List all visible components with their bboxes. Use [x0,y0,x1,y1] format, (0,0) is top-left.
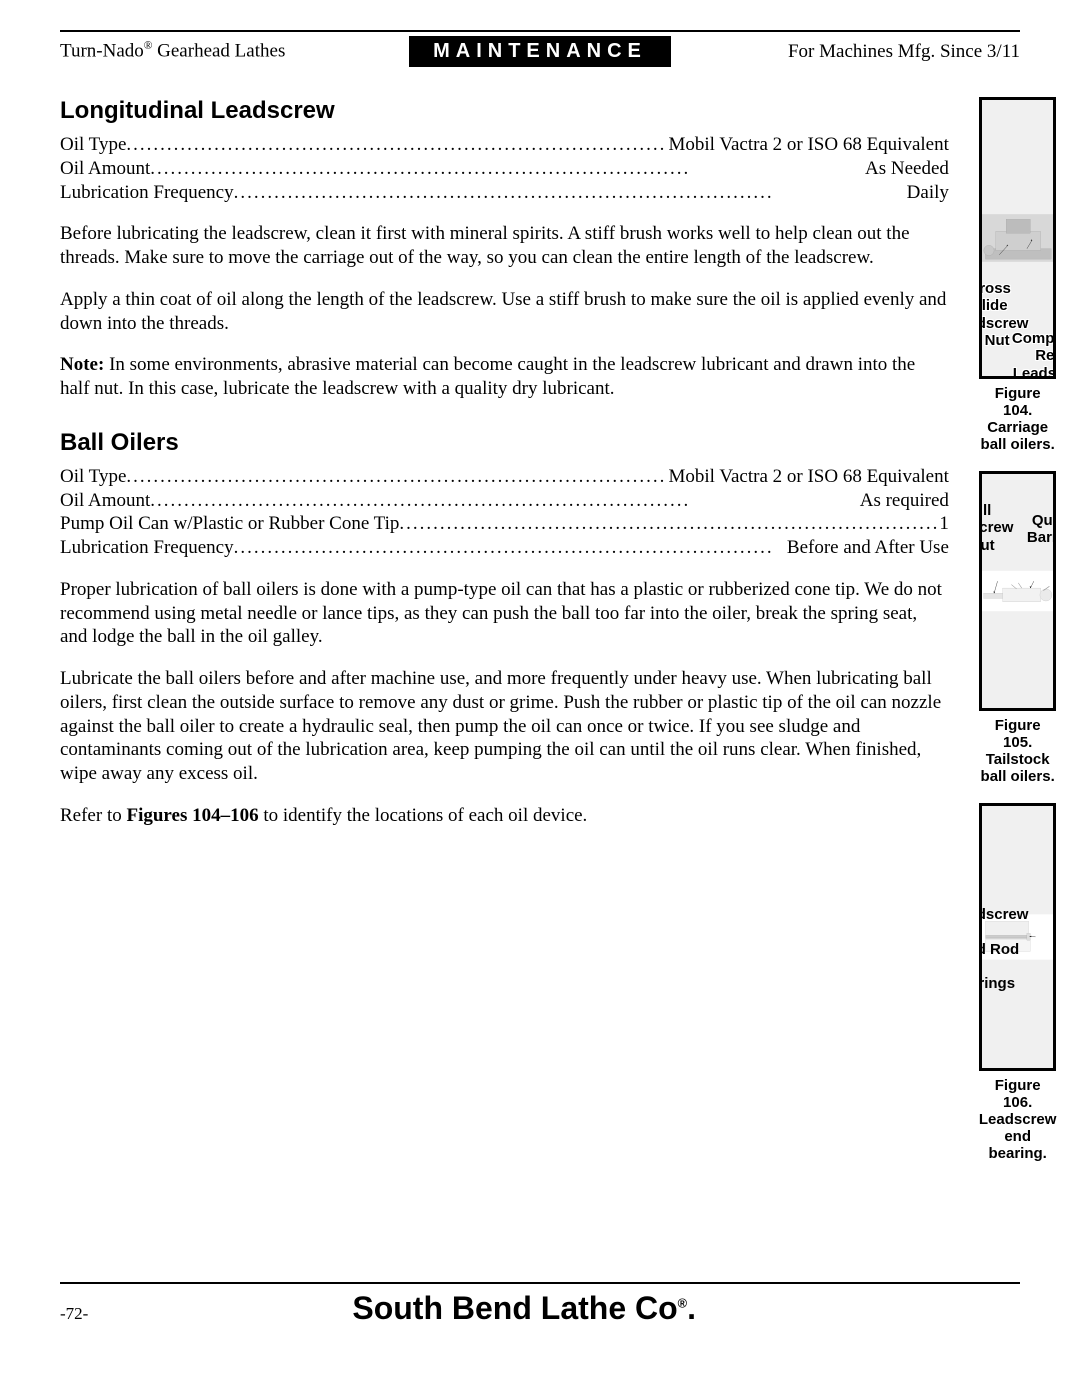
spec-value: 1 [939,512,949,536]
section1-p2: Apply a thin coat of oil along the lengt… [60,288,949,336]
section2-p3: Refer to Figures 104–106 to identify the… [60,804,949,828]
p3-post: to identify the locations of each oil de… [259,805,588,826]
callout-cross-slide: Cross Slide Leadscrew & Nut [979,280,1029,349]
figure-104: Compound Rest Leadscrew & Nut Cross Slid… [979,97,1057,379]
callout-leadscrew-end: Leadscrew & Feed Rod End Bearings [979,906,1029,992]
content-columns: Longitudinal Leadscrew Oil Type Mobil Va… [60,97,1020,1162]
header-rule-top [60,30,1020,32]
spec-label: Oil Type [60,133,126,157]
header-left-post: Gearhead Lathes [152,41,285,62]
callout-line: Cross Slide [979,280,1029,315]
spec-row: Oil Type Mobil Vactra 2 or ISO 68 Equiva… [60,465,949,489]
dot-leader [234,536,787,560]
callout-line: End Bearings [979,958,1029,993]
header-center-label: MAINTENANCE [409,36,671,67]
spec-value: As Needed [865,157,949,181]
figure-105: Quill Barrel Quill Leadscrew & Nut [979,471,1057,711]
callout-line: Leadscrew & [979,906,1029,941]
spec-row: Pump Oil Can w/Plastic or Rubber Cone Ti… [60,512,949,536]
section2-p1: Proper lubrication of ball oilers is don… [60,578,949,649]
section1-p1: Before lubricating the leadscrew, clean … [60,222,949,270]
header-right: For Machines Mfg. Since 3/11 [671,41,1020,63]
section2-p2: Lubricate the ball oilers before and aft… [60,667,949,786]
callout-line: & Nut [979,537,1014,554]
header-left-pre: Turn-Nado [60,41,144,62]
dot-leader [150,157,865,181]
section1-title: Longitudinal Leadscrew [60,97,949,125]
dot-leader [234,181,907,205]
spec-row: Oil Amount As Needed [60,157,949,181]
footer-rule [60,1282,1020,1284]
page-number: -72- [60,1304,88,1324]
figure-106: Leadscrew & Feed Rod End Bearings [979,803,1057,1071]
section1-note: Note: In some environments, abrasive mat… [60,353,949,401]
dot-leader [126,465,668,489]
p3-bold: Figures 104–106 [126,805,258,826]
spec-value: Mobil Vactra 2 or ISO 68 Equivalent [669,465,949,489]
callout-line: Quill Leadscrew [979,502,1014,537]
spec-label: Lubrication Frequency [60,536,234,560]
note-label: Note: [60,354,104,375]
figure-106-caption: Figure 106. Leadscrew end bearing. [979,1077,1057,1162]
section2-title: Ball Oilers [60,429,949,457]
callout-line: Feed Rod [979,941,1029,958]
right-column: Compound Rest Leadscrew & Nut Cross Slid… [979,97,1057,1162]
spec-label: Oil Amount [60,489,150,513]
spec-label: Oil Type [60,465,126,489]
dot-leader [150,489,859,513]
callout-line: Leadscrew & Nut [1012,365,1057,380]
left-column: Longitudinal Leadscrew Oil Type Mobil Va… [60,97,949,1162]
spec-row: Oil Type Mobil Vactra 2 or ISO 68 Equiva… [60,133,949,157]
spec-row: Lubrication Frequency Before and After Us… [60,536,949,560]
p3-pre: Refer to [60,805,126,826]
company-name: South Bend Lathe Co®. [88,1290,960,1327]
page-header: Turn-Nado® Gearhead Lathes MAINTENANCE F… [60,36,1020,67]
figure-104-caption: Figure 104. Carriage ball oilers. [979,385,1057,453]
spec-label: Lubrication Frequency [60,181,234,205]
spec-row: Lubrication Frequency Daily [60,181,949,205]
figure-105-caption: Figure 105. Tailstock ball oilers. [979,717,1057,785]
callout-line: & Nut [979,332,1029,349]
footer-row: -72- South Bend Lathe Co®. [60,1290,1020,1327]
callout-quill-barrel: Quill Barrel [1027,512,1057,547]
registered-mark-icon: ® [678,1295,687,1310]
spec-value: Before and After Use [787,536,949,560]
spec-row: Oil Amount As required [60,489,949,513]
spec-value: As required [860,489,949,513]
note-body: In some environments, abrasive material … [60,354,915,399]
spec-value: Daily [907,181,949,205]
callout-quill-leadscrew: Quill Leadscrew & Nut [979,502,1014,554]
spec-label: Pump Oil Can w/Plastic or Rubber Cone Ti… [60,512,399,536]
spec-label: Oil Amount [60,157,150,181]
company-dot: . [687,1290,696,1326]
header-left: Turn-Nado® Gearhead Lathes [60,40,409,62]
company-pre: South Bend Lathe Co [352,1290,677,1326]
dot-leader [126,133,668,157]
callout-line: Leadscrew [979,315,1029,332]
dot-leader [399,512,939,536]
spec-value: Mobil Vactra 2 or ISO 68 Equivalent [669,133,949,157]
page-footer: -72- South Bend Lathe Co®. [60,1282,1020,1327]
